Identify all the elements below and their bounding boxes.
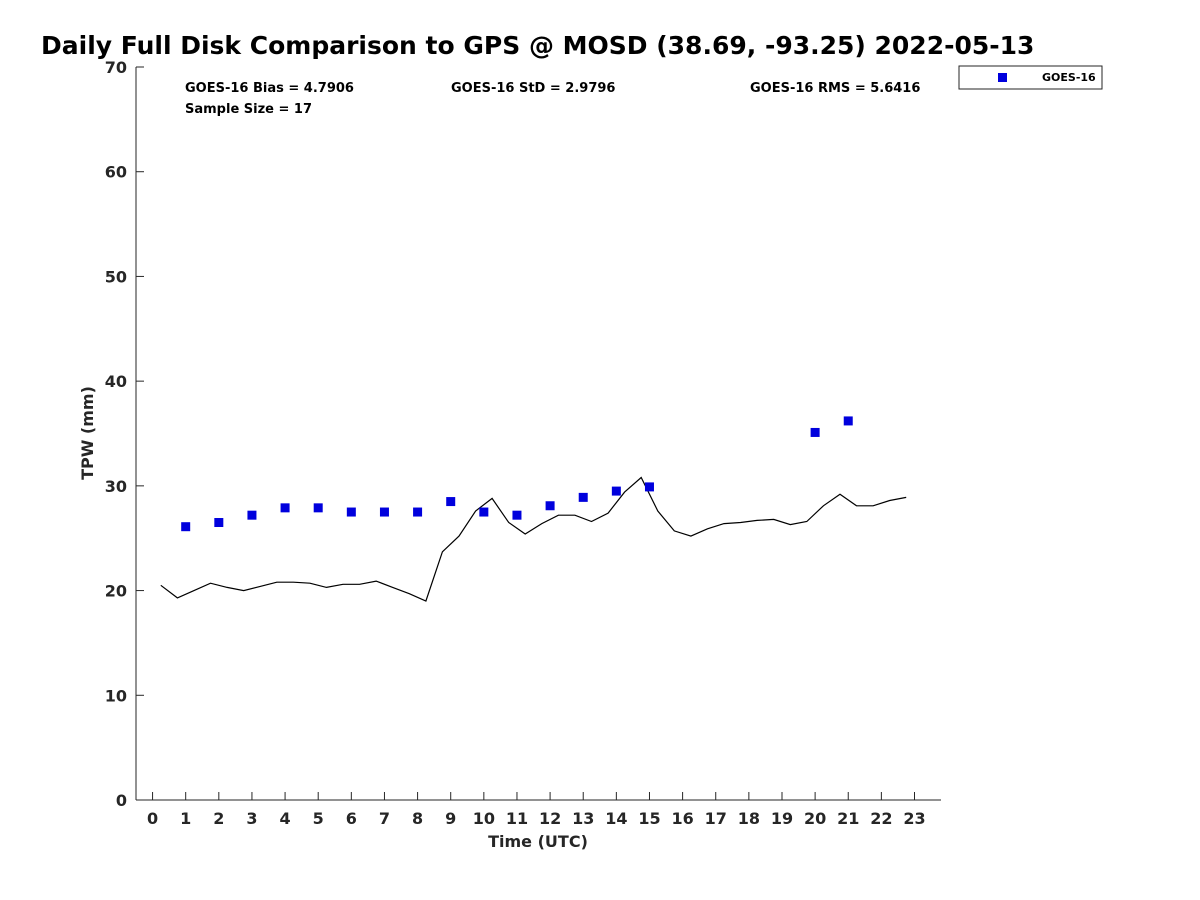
goes16-point (479, 507, 489, 517)
y-tick-label: 30 (105, 477, 127, 496)
x-axis-label: Time (UTC) (488, 832, 588, 851)
legend: GOES-16 (958, 65, 1103, 90)
x-tick-label: 6 (346, 809, 357, 828)
y-tick-label: 40 (105, 372, 127, 391)
x-tick-label: 1 (180, 809, 191, 828)
sample-size-stat: Sample Size = 17 (185, 102, 312, 117)
x-tick-label: 3 (246, 809, 257, 828)
goes16-point (843, 416, 853, 426)
x-tick-label: 14 (605, 809, 627, 828)
x-tick-label: 12 (539, 809, 561, 828)
y-tick-label: 70 (105, 58, 127, 77)
std-stat: GOES-16 StD = 2.9796 (451, 81, 615, 96)
y-tick-label: 50 (105, 267, 127, 286)
goes16-point (346, 507, 356, 517)
x-tick-label: 15 (638, 809, 660, 828)
x-ticks: 0 1 2 3 4 5 6 7 8 9 10 11 12 13 14 15 16 17 18 19 20 21 22 23 (147, 792, 926, 828)
y-tick-label: 20 (105, 582, 127, 601)
y-tick-label: 60 (105, 163, 127, 182)
x-tick-label: 23 (903, 809, 925, 828)
x-tick-label: 13 (572, 809, 594, 828)
y-ticks: 0 10 20 30 40 50 60 70 (105, 58, 144, 810)
x-tick-label: 19 (771, 809, 793, 828)
x-tick-label: 17 (705, 809, 727, 828)
goes16-point (280, 503, 290, 513)
x-tick-label: 7 (379, 809, 390, 828)
legend-marker (998, 73, 1007, 82)
goes16-point (379, 507, 389, 517)
goes16-point (413, 507, 423, 517)
goes16-point (545, 501, 555, 511)
legend-label: GOES-16 (1042, 71, 1096, 84)
x-tick-label: 22 (870, 809, 892, 828)
x-tick-label: 10 (473, 809, 495, 828)
x-tick-label: 16 (671, 809, 693, 828)
goes16-point (578, 492, 588, 502)
goes16-point (313, 503, 323, 513)
y-tick-label: 0 (116, 791, 127, 810)
goes16-point (446, 497, 456, 507)
goes16-point (214, 518, 224, 528)
gps-line (160, 476, 907, 602)
x-tick-label: 18 (738, 809, 760, 828)
goes16-point (512, 510, 522, 520)
goes16-point (644, 482, 654, 492)
y-tick-label: 10 (105, 686, 127, 705)
x-tick-label: 2 (213, 809, 224, 828)
x-tick-label: 9 (445, 809, 456, 828)
goes16-point (611, 486, 621, 496)
x-tick-label: 8 (412, 809, 423, 828)
gps-series (160, 476, 907, 602)
chart-title: Daily Full Disk Comparison to GPS @ MOSD… (41, 31, 1034, 60)
x-tick-label: 5 (313, 809, 324, 828)
x-tick-label: 4 (280, 809, 291, 828)
goes16-point (810, 427, 820, 437)
y-axis-label: TPW (mm) (78, 386, 97, 480)
x-tick-label: 20 (804, 809, 826, 828)
goes16-series (181, 416, 853, 532)
goes16-point (247, 510, 257, 520)
rms-stat: GOES-16 RMS = 5.6416 (750, 81, 920, 96)
bias-stat: GOES-16 Bias = 4.7906 (185, 81, 354, 96)
x-tick-label: 0 (147, 809, 158, 828)
x-tick-label: 21 (837, 809, 859, 828)
legend-box (958, 65, 1103, 90)
goes16-point (181, 522, 191, 532)
x-tick-label: 11 (506, 809, 528, 828)
